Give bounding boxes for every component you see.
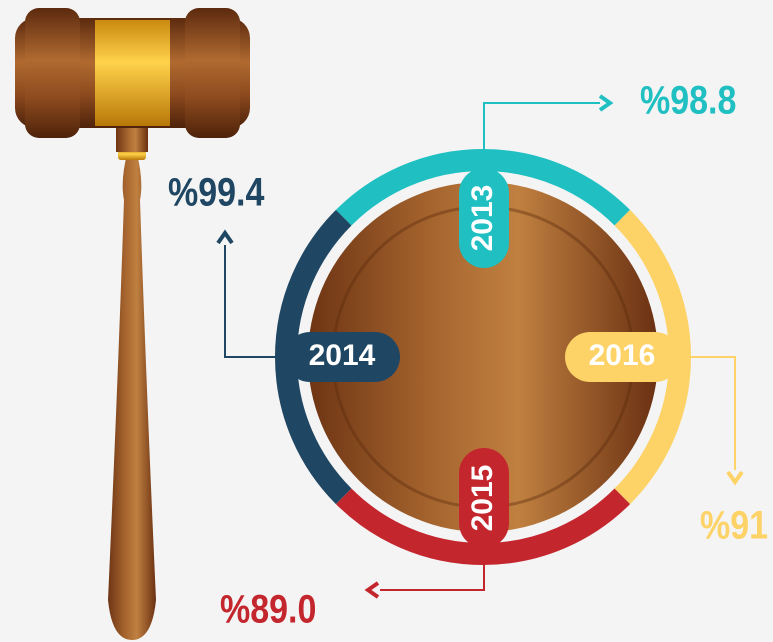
page: 2013%98.82016%912015%89.02014%99.4 (() =… — [0, 0, 773, 642]
gavel — [15, 8, 250, 640]
arrow — [600, 96, 610, 110]
arrow — [368, 583, 378, 597]
arrow — [218, 233, 232, 243]
infographic: 2013 %98.8 2016 %91 2015 %89.0 2014 %99.4 — [0, 0, 773, 642]
year-label: 2016 — [589, 339, 656, 372]
year-label: 2015 — [466, 465, 499, 532]
year-label: 2013 — [466, 185, 499, 252]
arrow — [728, 472, 742, 482]
year-label: 2014 — [309, 339, 376, 372]
value-label: %99.4 — [168, 169, 265, 214]
value-label: %98.8 — [640, 77, 736, 122]
value-label: %89.0 — [220, 586, 316, 631]
value-label: %91 — [700, 502, 768, 547]
